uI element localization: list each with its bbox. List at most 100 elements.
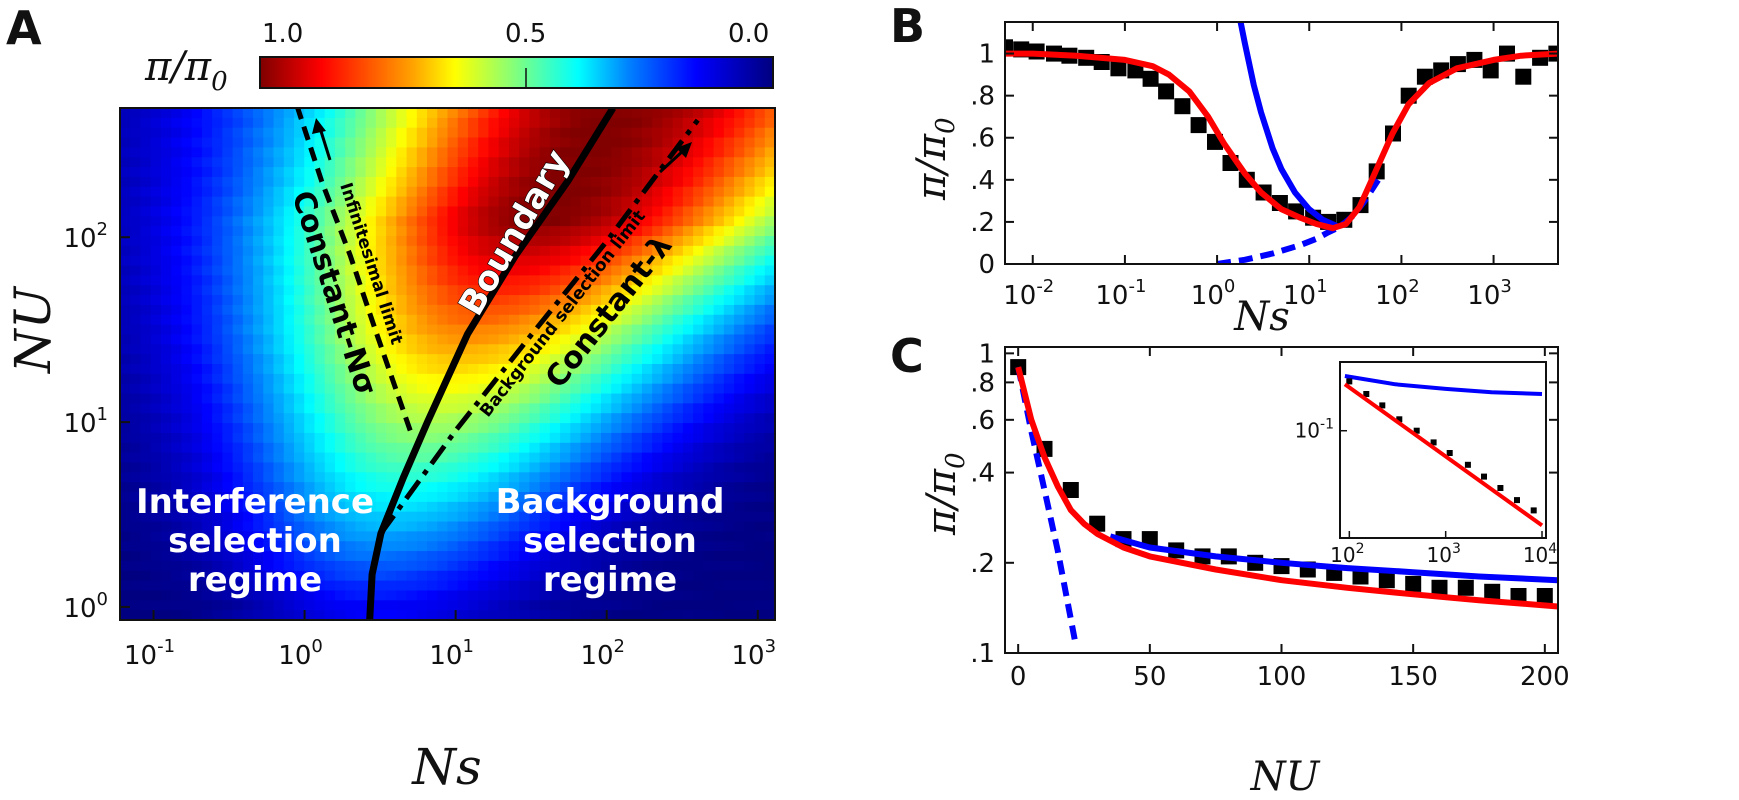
heatmap-cell	[672, 551, 684, 562]
heatmap-cell	[621, 176, 633, 188]
heatmap-cell	[590, 147, 602, 158]
heatmap-cell	[406, 176, 418, 188]
heatmap-cell	[386, 324, 397, 336]
heatmap-cell	[529, 383, 541, 395]
heatmap-cell	[519, 423, 530, 434]
heatmap-cell	[601, 334, 612, 345]
heatmap-cell	[150, 344, 162, 355]
heatmap-cell	[641, 324, 653, 336]
heatmap-cell	[140, 206, 152, 217]
heatmap-cell	[498, 206, 510, 217]
heatmap-cell	[488, 462, 500, 473]
heatmap-cell	[222, 373, 234, 385]
heatmap-cell	[386, 314, 397, 326]
heatmap-cell	[355, 137, 367, 148]
heatmap-cell	[140, 167, 152, 178]
heatmap-cell	[416, 413, 428, 424]
heatmap-cell	[345, 236, 356, 247]
heatmap-cell	[611, 541, 623, 552]
heatmap-cell	[181, 324, 193, 336]
heatmap-cell	[120, 157, 131, 168]
heatmap-cell	[355, 364, 367, 375]
heatmap-cell	[212, 176, 223, 188]
heatmap-cell	[580, 216, 592, 227]
heatmap-cell	[150, 334, 162, 345]
heatmap-cell	[273, 482, 285, 493]
heatmap-cell	[652, 521, 664, 532]
heatmap-cell	[273, 245, 285, 257]
heatmap-cell	[253, 383, 264, 395]
heatmap-cell	[723, 265, 735, 276]
heatmap-cell	[355, 580, 367, 592]
heatmap-cell	[611, 255, 623, 267]
heatmap-cell	[263, 147, 275, 158]
heatmap-cell	[601, 570, 612, 582]
heatmap-cell	[150, 531, 162, 542]
heatmap-cell	[242, 167, 254, 178]
heatmap-cell	[580, 492, 592, 503]
heatmap-cell	[212, 472, 223, 483]
heatmap-cell	[293, 570, 305, 582]
heatmap-cell	[283, 137, 295, 148]
heatmap-cell	[232, 521, 244, 532]
heatmap-cell	[293, 432, 305, 444]
heatmap-cell	[549, 373, 561, 385]
heatmap-cell	[611, 393, 623, 404]
heatmap-cell	[273, 236, 285, 247]
heatmap-cell	[355, 383, 367, 395]
heatmap-cell	[478, 462, 490, 473]
heatmap-cell	[242, 462, 254, 473]
c-sim-marker	[1062, 482, 1079, 498]
heatmap-cell	[304, 413, 316, 424]
heatmap-cell	[672, 492, 684, 503]
heatmap-cell	[744, 482, 756, 493]
heatmap-cell	[641, 196, 653, 208]
heatmap-cell	[467, 137, 479, 148]
heatmap-cell	[519, 295, 530, 306]
heatmap-cell	[519, 600, 530, 611]
heatmap-cell	[744, 186, 756, 198]
heatmap-cell	[560, 364, 571, 375]
heatmap-cell	[590, 580, 602, 592]
heatmap-cell	[590, 255, 602, 267]
heatmap-cell	[437, 403, 449, 414]
heatmap-cell	[334, 501, 346, 513]
heatmap-cell	[652, 176, 664, 188]
heatmap-cell	[293, 157, 305, 168]
heatmap-cell	[447, 334, 459, 345]
heatmap-cell	[682, 304, 694, 316]
heatmap-cell	[560, 186, 571, 198]
heatmap-cell	[641, 186, 653, 198]
heatmap-cell	[253, 147, 264, 158]
heatmap-cell	[212, 423, 223, 434]
heatmap-cell	[201, 482, 213, 493]
heatmap-cell	[437, 492, 449, 503]
heatmap-cell	[580, 521, 592, 532]
heatmap-cell	[488, 245, 500, 257]
heatmap-cell	[744, 344, 756, 355]
heatmap-cell	[212, 206, 223, 217]
heatmap-cell	[529, 560, 541, 572]
heatmap-cell	[304, 373, 316, 385]
heatmap-cell	[120, 206, 131, 217]
heatmap-cell	[334, 560, 346, 572]
heatmap-cell	[631, 403, 643, 414]
heatmap-cell	[723, 226, 735, 237]
heatmap-cell	[447, 176, 459, 188]
heatmap-cell	[621, 580, 633, 592]
heatmap-cell	[273, 176, 285, 188]
heatmap-cell	[191, 167, 203, 178]
heatmap-cell	[457, 285, 469, 296]
heatmap-cell	[130, 521, 142, 532]
heatmap-cell	[314, 127, 326, 139]
heatmap-cell	[396, 432, 408, 444]
heatmap-cell	[263, 383, 275, 395]
heatmap-cell	[406, 551, 418, 562]
heatmap-cell	[222, 393, 234, 404]
heatmap-cell	[734, 117, 745, 129]
heatmap-cell	[150, 304, 162, 316]
c-sim-marker	[1431, 579, 1448, 596]
heatmap-cell	[242, 216, 254, 227]
heatmap-cell	[355, 127, 367, 139]
